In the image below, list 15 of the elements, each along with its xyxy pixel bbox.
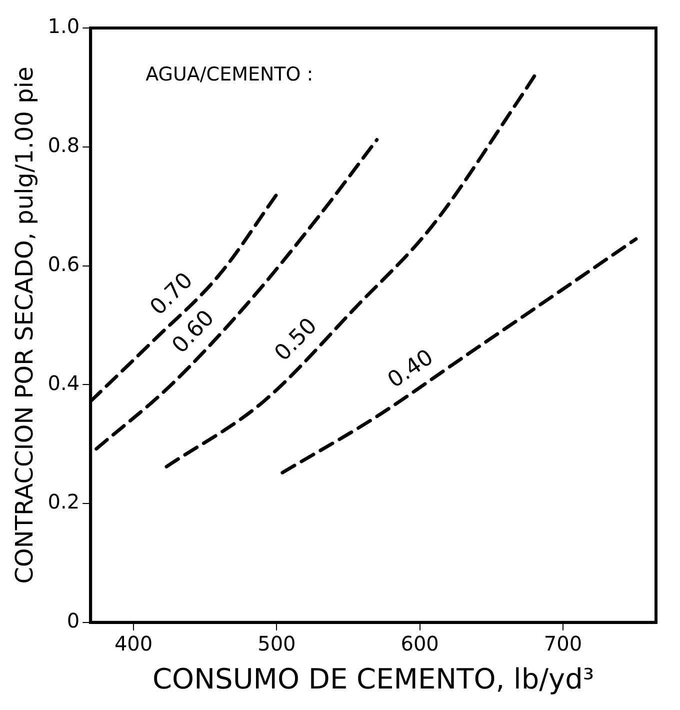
y-tick-label: 0.4	[48, 370, 80, 395]
y-tick-label: 0	[66, 608, 80, 633]
x-tick-label: 500	[258, 632, 296, 656]
y-tick-label: 1.0	[48, 14, 80, 38]
y-tick-label: 0.2	[48, 490, 80, 514]
x-tick-label: 700	[544, 632, 582, 656]
y-axis-title: CONTRACCION POR SECADO, pulg/1.00 pie	[10, 66, 39, 584]
y-tick-label: 0.8	[48, 133, 80, 158]
x-axis-title: CONSUMO DE CEMENTO, lb/yd³	[152, 662, 594, 696]
x-tick-label: 400	[114, 632, 153, 656]
text: 0.40	[384, 345, 438, 394]
y-tick-label: 0.6	[48, 252, 80, 276]
annotation: AGUA/CEMENTO :	[146, 63, 314, 86]
line-series	[94, 138, 379, 451]
x-tick-label: 600	[400, 632, 439, 656]
